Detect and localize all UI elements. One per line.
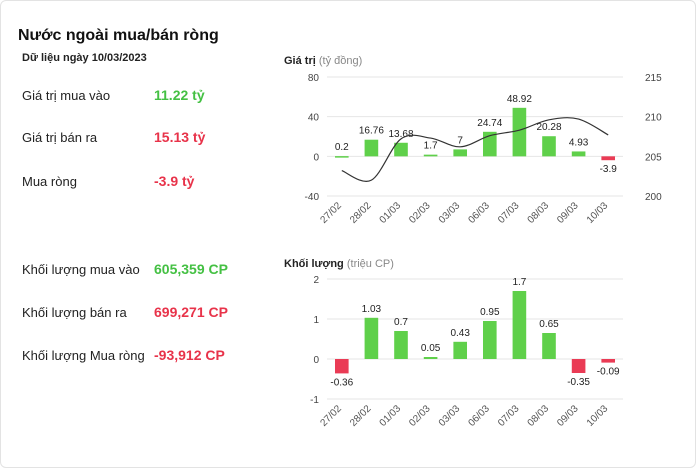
volume-chart-bar (364, 317, 379, 359)
volume-chart-x-tick-label: 08/03 (526, 403, 552, 429)
stat-value-sell-volume: 699,271 CP (154, 304, 228, 320)
value-chart-data-label: 24.74 (477, 118, 502, 129)
stat-label-sell-volume: Khối lượng bán ra (22, 305, 127, 320)
value-chart-y-tick-label: 0 (313, 152, 319, 163)
stat-label-buy-volume: Khối lượng mua vào (22, 262, 140, 277)
value-chart-bar (482, 131, 497, 157)
value-chart-y2-tick-label: 200 (645, 192, 662, 203)
stat-value-buy-value: 11.22 tỷ (154, 87, 205, 103)
volume-chart-data-label: 0.65 (539, 319, 559, 330)
value-chart-y-tick-label: -40 (305, 192, 320, 203)
value-chart-y2-tick-label: 215 (645, 73, 662, 84)
volume-chart-bar (601, 359, 616, 363)
value-chart-bar (512, 107, 527, 157)
value-chart-data-label: 0.2 (335, 142, 349, 153)
volume-chart-data-label: 1.03 (362, 304, 382, 315)
value-chart-bar (453, 149, 468, 157)
stat-value-buy-volume: 605,359 CP (154, 261, 228, 277)
volume-chart-x-tick-label: 01/03 (378, 403, 404, 429)
value-chart-y-tick-label: 80 (308, 73, 320, 84)
volume-chart-y-tick-label: -1 (310, 395, 319, 406)
volume-chart-x-tick-label: 10/03 (585, 403, 611, 429)
volume-chart-x-tick-label: 09/03 (555, 403, 581, 429)
stat-value-net-value: -3.9 tỷ (154, 173, 195, 189)
value-chart-data-label: 4.93 (569, 137, 589, 148)
volume-chart-data-label: -0.36 (330, 377, 353, 388)
value-chart-title: Giá trị (284, 55, 316, 67)
volume-chart-x-tick-label: 03/03 (437, 403, 463, 429)
volume-chart-data-label: -0.35 (567, 377, 590, 388)
volume-chart-x-tick-label: 07/03 (496, 403, 522, 429)
value-chart-bar (423, 154, 438, 157)
stat-label-net-value: Mua ròng (22, 174, 77, 189)
value-chart-bar (334, 156, 349, 158)
volume-chart-y-tick-label: 0 (313, 355, 319, 366)
volume-chart-data-label: -0.09 (597, 367, 620, 378)
volume-chart-unit: (triệu CP) (346, 258, 394, 270)
volume-chart-bar (334, 359, 349, 374)
volume-chart-data-label: 0.43 (450, 328, 470, 339)
value-chart-bar (394, 142, 408, 157)
value-chart-data-label: 1.7 (424, 141, 438, 152)
volume-chart-x-tick-label: 27/02 (318, 403, 344, 429)
volume-chart-y-tick-label: 1 (313, 315, 319, 326)
value-chart-unit: (tỷ đồng) (318, 55, 363, 67)
value-chart-data-label: 20.28 (536, 122, 561, 133)
stat-label-buy-value: Giá trị mua vào (22, 88, 111, 103)
volume-chart-x-tick-label: 02/03 (407, 403, 433, 429)
volume-chart-bar (482, 321, 497, 359)
value-chart-data-label: 16.76 (359, 126, 384, 137)
volume-chart-y-tick-label: 2 (313, 275, 319, 286)
widget-title: Nước ngoài mua/bán ròng (18, 27, 219, 44)
volume-chart-bar (512, 291, 527, 359)
stat-label-net-volume: Khối lượng Mua ròng (22, 348, 145, 363)
value-chart-y2-tick-label: 205 (645, 152, 662, 163)
volume-chart-x-tick-label: 06/03 (466, 403, 492, 429)
volume-chart-data-label: 1.7 (512, 277, 526, 288)
volume-chart-data-label: 0.05 (421, 343, 441, 354)
value-chart-data-label: -3.9 (600, 164, 618, 175)
volume-chart-header: Khối lượng (triệu CP) (284, 258, 394, 270)
value-chart-data-label: 48.92 (507, 94, 532, 105)
volume-chart-bar (571, 359, 586, 373)
value-chart-index-line (341, 117, 609, 182)
volume-chart-title: Khối lượng (284, 258, 344, 270)
stat-value-net-volume: -93,912 CP (154, 347, 225, 363)
volume-chart-x-tick-label: 28/02 (348, 403, 374, 429)
volume-chart-bar (394, 331, 408, 359)
stat-value-sell-value: 15.13 tỷ (154, 129, 206, 145)
value-chart-bar (601, 156, 616, 161)
value-chart-y-tick-label: 40 (308, 113, 320, 124)
stat-label-sell-value: Giá trị bán ra (22, 130, 98, 145)
volume-chart-data-label: 0.7 (394, 317, 408, 328)
value-chart-bar (571, 151, 586, 157)
volume-chart-bar (542, 333, 556, 359)
volume-chart-bar (423, 357, 438, 359)
data-date-label: Dữ liệu ngày 10/03/2023 (22, 52, 147, 64)
value-chart-y2-tick-label: 210 (645, 113, 662, 124)
value-chart-bar (542, 136, 556, 157)
value-chart-header: Giá trị (tỷ đồng) (284, 55, 362, 67)
value-chart-data-label: 7 (457, 135, 463, 146)
value-chart-data-label: 13.68 (388, 129, 413, 140)
volume-chart-data-label: 0.95 (480, 307, 500, 318)
volume-chart-bar (453, 341, 468, 359)
value-chart-bar (364, 139, 379, 157)
